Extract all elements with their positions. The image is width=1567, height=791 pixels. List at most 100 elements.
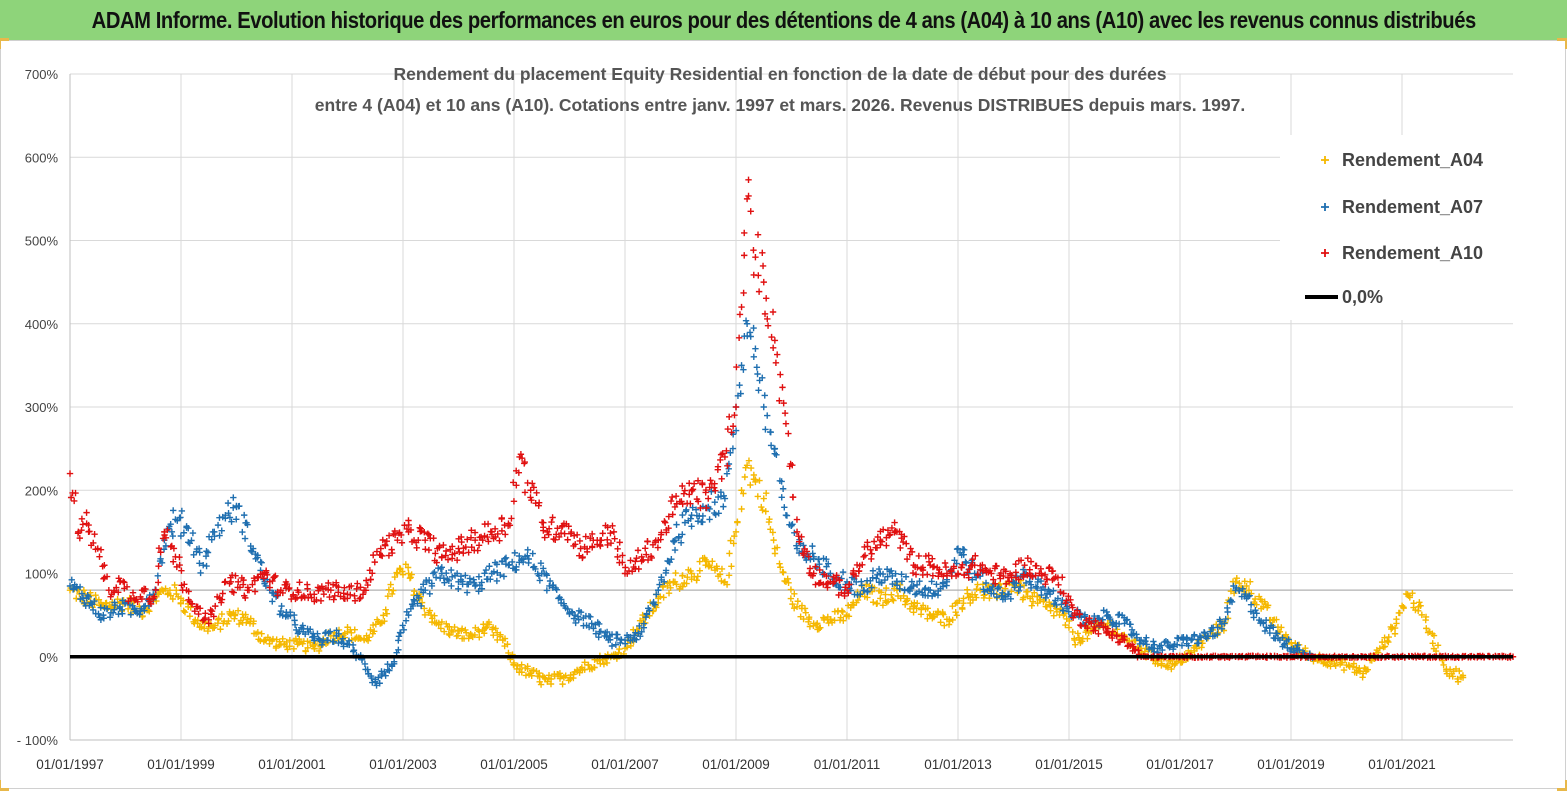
point-rendement_a04	[785, 579, 792, 587]
point-rendement_a10	[271, 573, 278, 581]
point-rendement_a07	[898, 578, 906, 585]
point-rendement_a04	[777, 564, 784, 571]
point-rendement_a07	[226, 514, 234, 521]
point-rendement_a10	[1067, 596, 1074, 603]
point-rendement_a04	[696, 567, 704, 574]
point-rendement_a07	[543, 572, 551, 579]
point-rendement_a10	[373, 548, 381, 555]
point-rendement_a04	[1459, 672, 1467, 679]
point-rendement_a07	[778, 494, 785, 501]
point-rendement_a10	[218, 599, 225, 606]
point-rendement_a04	[756, 477, 763, 484]
point-rendement_a04	[426, 607, 433, 614]
point-rendement_a10	[886, 532, 893, 539]
point-rendement_a04	[687, 567, 694, 575]
point-rendement_a07	[420, 581, 427, 588]
point-rendement_a10	[812, 563, 819, 570]
point-rendement_a04	[440, 628, 448, 635]
point-rendement_a04	[900, 592, 907, 600]
point-rendement_a04	[510, 659, 518, 667]
point-rendement_a10	[733, 363, 740, 371]
point-rendement_a10	[936, 566, 943, 573]
point-rendement_a10	[235, 578, 242, 586]
point-rendement_a07	[136, 611, 143, 618]
point-rendement_a10	[521, 489, 529, 496]
point-rendement_a07	[606, 636, 614, 643]
point-rendement_a10	[754, 231, 762, 238]
point-rendement_a04	[747, 481, 754, 489]
point-rendement_a07	[291, 621, 299, 629]
point-rendement_a04	[124, 605, 132, 612]
point-rendement_a07	[1034, 584, 1041, 592]
point-rendement_a04	[103, 599, 110, 607]
point-rendement_a10	[341, 584, 348, 591]
y-tick-label: 500%	[25, 234, 59, 249]
point-rendement_a04	[348, 636, 356, 644]
corner-handle-top-left[interactable]	[0, 38, 9, 49]
point-rendement_a10	[1026, 570, 1033, 577]
point-rendement_a10	[260, 575, 268, 582]
point-rendement_a10	[152, 586, 159, 594]
point-rendement_a07	[1095, 615, 1103, 622]
point-rendement_a07	[241, 511, 248, 519]
point-rendement_a10	[582, 533, 589, 540]
point-rendement_a07	[1195, 639, 1202, 647]
point-rendement_a07	[209, 528, 216, 536]
point-rendement_a04	[1454, 678, 1462, 685]
point-rendement_a07	[525, 555, 532, 563]
point-rendement_a10	[468, 543, 475, 551]
point-rendement_a07	[381, 668, 388, 676]
point-rendement_a04	[180, 607, 187, 615]
point-rendement_a04	[657, 593, 664, 600]
point-rendement_a10	[377, 552, 385, 559]
point-rendement_a10	[442, 552, 449, 559]
point-rendement_a04	[1126, 637, 1133, 645]
point-rendement_a10	[760, 278, 767, 286]
point-rendement_a07	[1143, 634, 1150, 641]
point-rendement_a07	[169, 532, 176, 540]
point-rendement_a07	[429, 570, 437, 577]
point-rendement_a07	[1052, 597, 1059, 604]
point-rendement_a04	[793, 603, 801, 610]
point-rendement_a10	[245, 586, 253, 594]
point-rendement_a10	[533, 489, 540, 497]
point-rendement_a07	[595, 620, 603, 628]
point-rendement_a07	[643, 610, 650, 617]
point-rendement_a10	[425, 531, 433, 539]
point-rendement_a10	[508, 515, 515, 522]
point-rendement_a10	[230, 589, 237, 596]
point-rendement_a04	[879, 602, 887, 609]
corner-handle-top-right[interactable]	[1557, 38, 1567, 49]
point-rendement_a10	[549, 514, 556, 521]
point-rendement_a10	[950, 563, 958, 570]
point-rendement_a07	[712, 511, 719, 518]
point-rendement_a07	[688, 523, 695, 530]
point-rendement_a07	[564, 605, 571, 613]
point-rendement_a04	[1257, 605, 1265, 612]
point-rendement_a07	[1059, 607, 1067, 615]
point-rendement_a10	[731, 411, 738, 419]
point-rendement_a04	[709, 558, 716, 565]
point-rendement_a04	[1071, 635, 1078, 642]
point-rendement_a07	[386, 667, 393, 674]
point-rendement_a04	[399, 571, 407, 578]
point-rendement_a10	[925, 558, 933, 566]
point-rendement_a04	[393, 569, 400, 576]
point-rendement_a10	[444, 556, 452, 563]
point-rendement_a10	[479, 537, 486, 544]
point-rendement_a04	[773, 544, 781, 551]
point-rendement_a04	[888, 591, 895, 598]
point-rendement_a07	[214, 521, 222, 529]
point-rendement_a07	[546, 577, 554, 585]
point-rendement_a10	[681, 487, 689, 494]
point-rendement_a07	[1218, 620, 1225, 628]
point-rendement_a04	[694, 573, 701, 580]
point-rendement_a10	[251, 577, 259, 584]
point-rendement_a10	[134, 598, 141, 605]
chart-title-line1: Rendement du placement Equity Residentia…	[393, 64, 1166, 84]
point-rendement_a07	[169, 507, 177, 514]
point-rendement_a04	[752, 476, 759, 483]
point-rendement_a07	[614, 631, 621, 638]
point-rendement_a07	[618, 636, 625, 644]
point-rendement_a07	[981, 588, 988, 595]
